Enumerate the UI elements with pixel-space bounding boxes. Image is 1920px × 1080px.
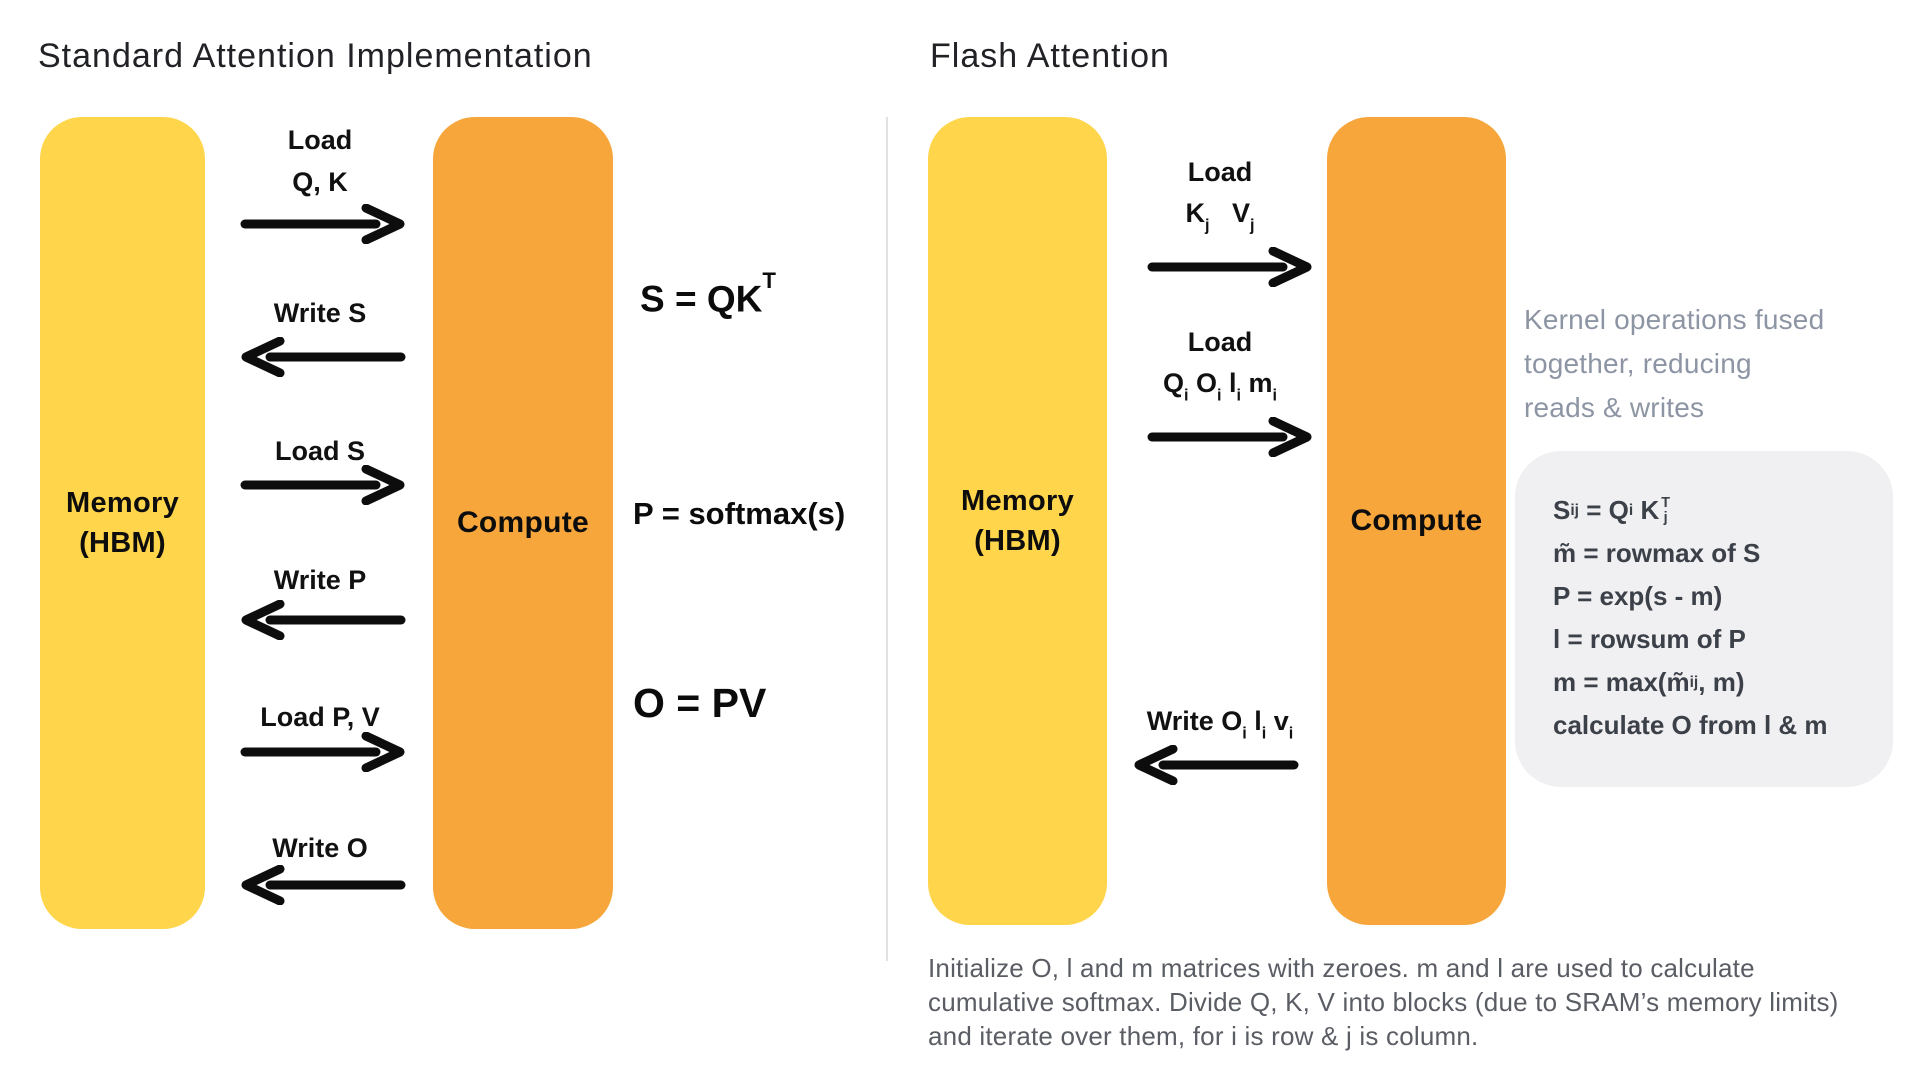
flow-label-qi-oi-li-mi: Qi Oi li mi [1162,368,1278,405]
arrow-load-qi-oi-li-mi [1147,417,1313,457]
flash-memory-hbm-box: Memory (HBM) [928,117,1107,925]
standard-compute-label: Compute [456,506,590,539]
flash-compute-box: Compute [1327,117,1506,925]
formula-s-qkt: S = QKT [640,268,776,320]
flow-label-write-o: Write O [272,833,368,863]
card-formula-rowmax: m̃ = rowmax of S [1553,538,1761,568]
flow-label-load-pv: Load P, V [260,702,380,732]
arrow-load-pv [240,732,406,772]
flow-label-load-top-1: Load [1187,157,1253,187]
formula-p-softmax: P = softmax(s) [633,496,846,531]
right-arrow-icon [1147,417,1312,457]
standard-memory-hbm-label: Memory (HBM) [66,487,179,559]
right-arrow-icon [240,204,405,244]
flash-memory-hbm-label: Memory (HBM) [961,485,1074,557]
card-formula-max: m = max(m̃ ij, m) [1553,667,1745,697]
flow-label-load-top-2: Load [1187,327,1253,357]
section-divider [886,117,888,961]
card-formula-calculate-o: calculate O from l & m [1553,710,1828,740]
arrow-write-p [240,600,406,640]
arrow-load-kj-vj [1147,247,1313,287]
right-arrow-icon [240,465,405,505]
flash-footnote: Initialize O, l and m matrices with zero… [928,953,1839,1051]
arrow-load-qk [240,204,406,244]
standard-memory-hbm-box: Memory (HBM) [40,117,205,929]
right-arrow-icon [1147,247,1312,287]
left-arrow-icon [241,337,406,377]
left-arrow-icon [241,600,406,640]
arrow-write-s [240,337,406,377]
flow-label-load-qk: Load Q, K [287,125,353,197]
flash-attention-title: Flash Attention [930,37,1170,75]
standard-compute-box: Compute [433,117,613,929]
card-formula-rowsum: l = rowsum of P [1553,624,1746,654]
flow-label-write-s: Write S [273,298,367,328]
flow-label-write-oi-li-vi: Write Oi li vi [1146,706,1294,743]
card-formula-exp: P = exp(s - m) [1553,581,1723,611]
standard-attention-title: Standard Attention Implementation [38,37,593,75]
left-arrow-icon [1134,745,1299,785]
right-arrow-icon [240,732,405,772]
flow-label-load-s: Load S [274,436,365,466]
kernel-note: Kernel operations fused together, reduci… [1524,304,1825,423]
flash-compute-label: Compute [1350,504,1483,537]
left-arrow-icon [241,865,406,905]
flow-label-kj-vj: Kj Vj [1185,198,1255,235]
arrow-write-o [240,865,406,905]
formula-o-pv: O = PV [633,680,767,726]
flow-label-write-p: Write P [273,565,367,595]
arrow-write-oi-li-vi [1133,745,1299,785]
arrow-load-s [240,465,406,505]
